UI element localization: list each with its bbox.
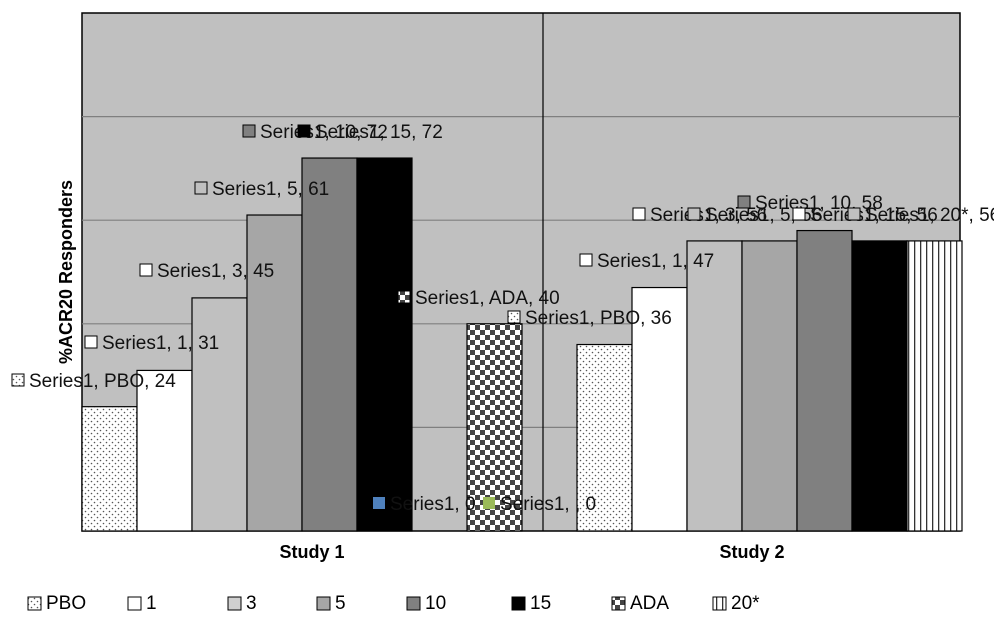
legend-item-PBO: PBO: [27, 593, 86, 614]
x-tick-study-1: Study 1: [279, 542, 344, 562]
bar-PBO-study-1: [81, 406, 138, 532]
data-label-text: Series1, 15, 72: [315, 122, 443, 143]
data-label: Series1, , 0: [483, 494, 596, 515]
data-label: Series1, 3, 45: [139, 261, 274, 282]
legend-label: 10: [425, 593, 446, 614]
legend-swatch: [227, 596, 242, 611]
data-label: Series1, 1, 47: [579, 251, 714, 272]
data-label-text: Series1, 10, 72: [260, 122, 388, 143]
data-label: Series1, ADA, 40: [397, 288, 560, 309]
data-label-text: Series1, 5, 61: [212, 179, 329, 200]
bar-10-study-2: [796, 229, 853, 532]
legend-swatch: [511, 596, 526, 611]
data-label-marker: [242, 124, 256, 138]
data-label-marker: [632, 207, 646, 221]
data-label: Series1, PBO, 24: [11, 371, 176, 392]
legend-item-1: 1: [127, 593, 157, 614]
bars: [81, 157, 963, 532]
data-label-marker: [687, 207, 701, 221]
legend-item-20: 20*: [712, 593, 760, 614]
legend-item-15: 15: [511, 593, 551, 614]
bar-PBO-study-2: [576, 343, 633, 532]
data-label-marker: [84, 335, 98, 349]
legend-label: ADA: [630, 593, 669, 614]
bar-20-study-2: [906, 240, 963, 532]
bar-3-study-2: [686, 240, 743, 532]
legend-swatch: [127, 596, 142, 611]
data-labels: Series1, PBO, 24 Series1, 1, 31 Series1, 3…: [11, 122, 994, 515]
data-label-marker: [373, 497, 385, 509]
bar-1-study-2: [631, 286, 688, 532]
legend-label: PBO: [46, 593, 86, 614]
legend-item-10: 10: [406, 593, 446, 614]
data-label-text: Series1, 15, 56: [810, 205, 938, 226]
data-label: Series1, 3, 56: [632, 205, 767, 226]
legend-label: 5: [335, 593, 346, 614]
bar-5-study-2: [741, 240, 798, 532]
data-label: Series1, 15, 72: [297, 122, 443, 143]
legend-swatch: [316, 596, 331, 611]
data-label-text: Series1, 3, 56: [650, 205, 767, 226]
data-label: Series1, 20*, 56: [847, 205, 994, 226]
data-label: Series1, 1, 31: [84, 333, 219, 354]
data-label-text: Series1, 1, 31: [102, 333, 219, 354]
data-label-marker: [507, 310, 521, 324]
data-label: Series1, 0: [373, 494, 476, 515]
x-tick-study-2: Study 2: [719, 542, 784, 562]
bar-15-study-1: [356, 157, 413, 532]
data-label-text: Series1, 20*, 56: [865, 205, 994, 226]
data-label-text: Series1, PBO, 24: [29, 371, 176, 392]
y-axis-label: %ACR20 Responders: [56, 180, 76, 364]
bar-10-study-1: [301, 157, 358, 532]
data-label: Series1, 15, 56: [792, 205, 938, 226]
bar-ADA-study-1: [466, 323, 523, 532]
data-label-marker: [483, 497, 495, 509]
legend-label: 3: [246, 593, 257, 614]
legend-label: 1: [146, 593, 157, 614]
bar-15-study-2: [851, 240, 908, 532]
data-label-text: Series1, , 0: [500, 494, 596, 515]
data-label: Series1, 10, 72: [242, 122, 388, 143]
data-label-text: Series1, 0: [390, 494, 476, 515]
data-label-marker: [297, 124, 311, 138]
data-label-text: Series1, ADA, 40: [415, 288, 560, 309]
data-label-marker: [792, 207, 806, 221]
legend-item-5: 5: [316, 593, 346, 614]
data-label-text: Series1, PBO, 36: [525, 308, 672, 329]
legend: PBO 1 3 5 10 15 ADA 20*: [27, 593, 760, 614]
data-label-text: Series1, 3, 45: [157, 261, 274, 282]
bar-1-study-1: [136, 369, 193, 532]
data-label: Series1, PBO, 36: [507, 308, 672, 329]
data-label-marker: [194, 181, 208, 195]
data-label-marker: [737, 195, 751, 209]
legend-swatch: [27, 596, 42, 611]
legend-swatch: [712, 596, 727, 611]
legend-item-3: 3: [227, 593, 257, 614]
data-label-marker: [847, 207, 861, 221]
legend-label: 15: [530, 593, 551, 614]
data-label: Series1, 5, 61: [194, 179, 329, 200]
legend-label: 20*: [731, 593, 760, 614]
data-label-marker: [139, 263, 153, 277]
data-label-marker: [397, 290, 411, 304]
bar-3-study-1: [191, 297, 248, 532]
legend-item-ADA: ADA: [611, 593, 669, 614]
legend-swatch: [406, 596, 421, 611]
data-label-marker: [11, 373, 25, 387]
data-label-marker: [579, 253, 593, 267]
bar-5-study-1: [246, 214, 303, 532]
data-label-text: Series1, 1, 47: [597, 251, 714, 272]
legend-swatch: [611, 596, 626, 611]
